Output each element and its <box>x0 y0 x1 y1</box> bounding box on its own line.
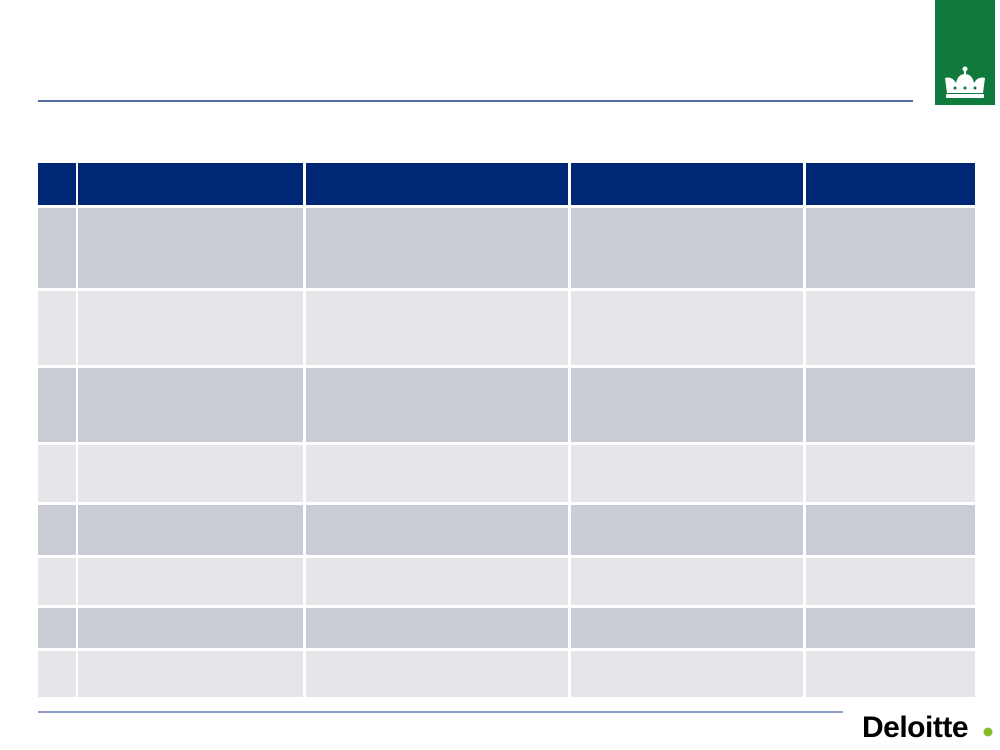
table-cell <box>806 608 975 648</box>
table-cell <box>306 558 568 605</box>
table-cell <box>806 291 975 365</box>
table-cell <box>306 505 568 555</box>
table-cell <box>571 505 803 555</box>
table-cell <box>78 291 303 365</box>
table-cell <box>78 505 303 555</box>
table-cell <box>571 445 803 502</box>
table-cell <box>38 208 76 288</box>
table-cell <box>306 291 568 365</box>
table-cell <box>306 608 568 648</box>
table-cell <box>306 445 568 502</box>
header-cell <box>571 163 803 205</box>
table-cell <box>78 608 303 648</box>
table-cell <box>806 208 975 288</box>
table-cell <box>806 505 975 555</box>
table-cell <box>38 445 76 502</box>
table-cell <box>38 505 76 555</box>
table-cell <box>571 208 803 288</box>
table-cell <box>306 651 568 697</box>
header-cell <box>806 163 975 205</box>
table-cell <box>806 368 975 442</box>
table-cell <box>78 445 303 502</box>
table-cell <box>306 208 568 288</box>
table-cell <box>78 368 303 442</box>
table-cell <box>571 608 803 648</box>
table-cell <box>806 651 975 697</box>
table <box>38 163 975 697</box>
header-cell <box>38 163 76 205</box>
table-cell <box>38 291 76 365</box>
table-cell <box>571 291 803 365</box>
table-cell <box>78 651 303 697</box>
logo-dot <box>983 727 993 737</box>
crown-badge <box>935 0 995 105</box>
table-cell <box>806 445 975 502</box>
table-cell <box>78 558 303 605</box>
table-cell <box>78 208 303 288</box>
header-cell <box>306 163 568 205</box>
logo-text: Deloitte <box>862 711 968 744</box>
table-cell <box>806 558 975 605</box>
table-cell <box>38 558 76 605</box>
table-cell <box>38 368 76 442</box>
table-cell <box>571 651 803 697</box>
table-cell <box>38 608 76 648</box>
table-cell <box>38 651 76 697</box>
table-cell <box>571 558 803 605</box>
table-cell <box>571 368 803 442</box>
header-cell <box>78 163 303 205</box>
table-cell <box>306 368 568 442</box>
